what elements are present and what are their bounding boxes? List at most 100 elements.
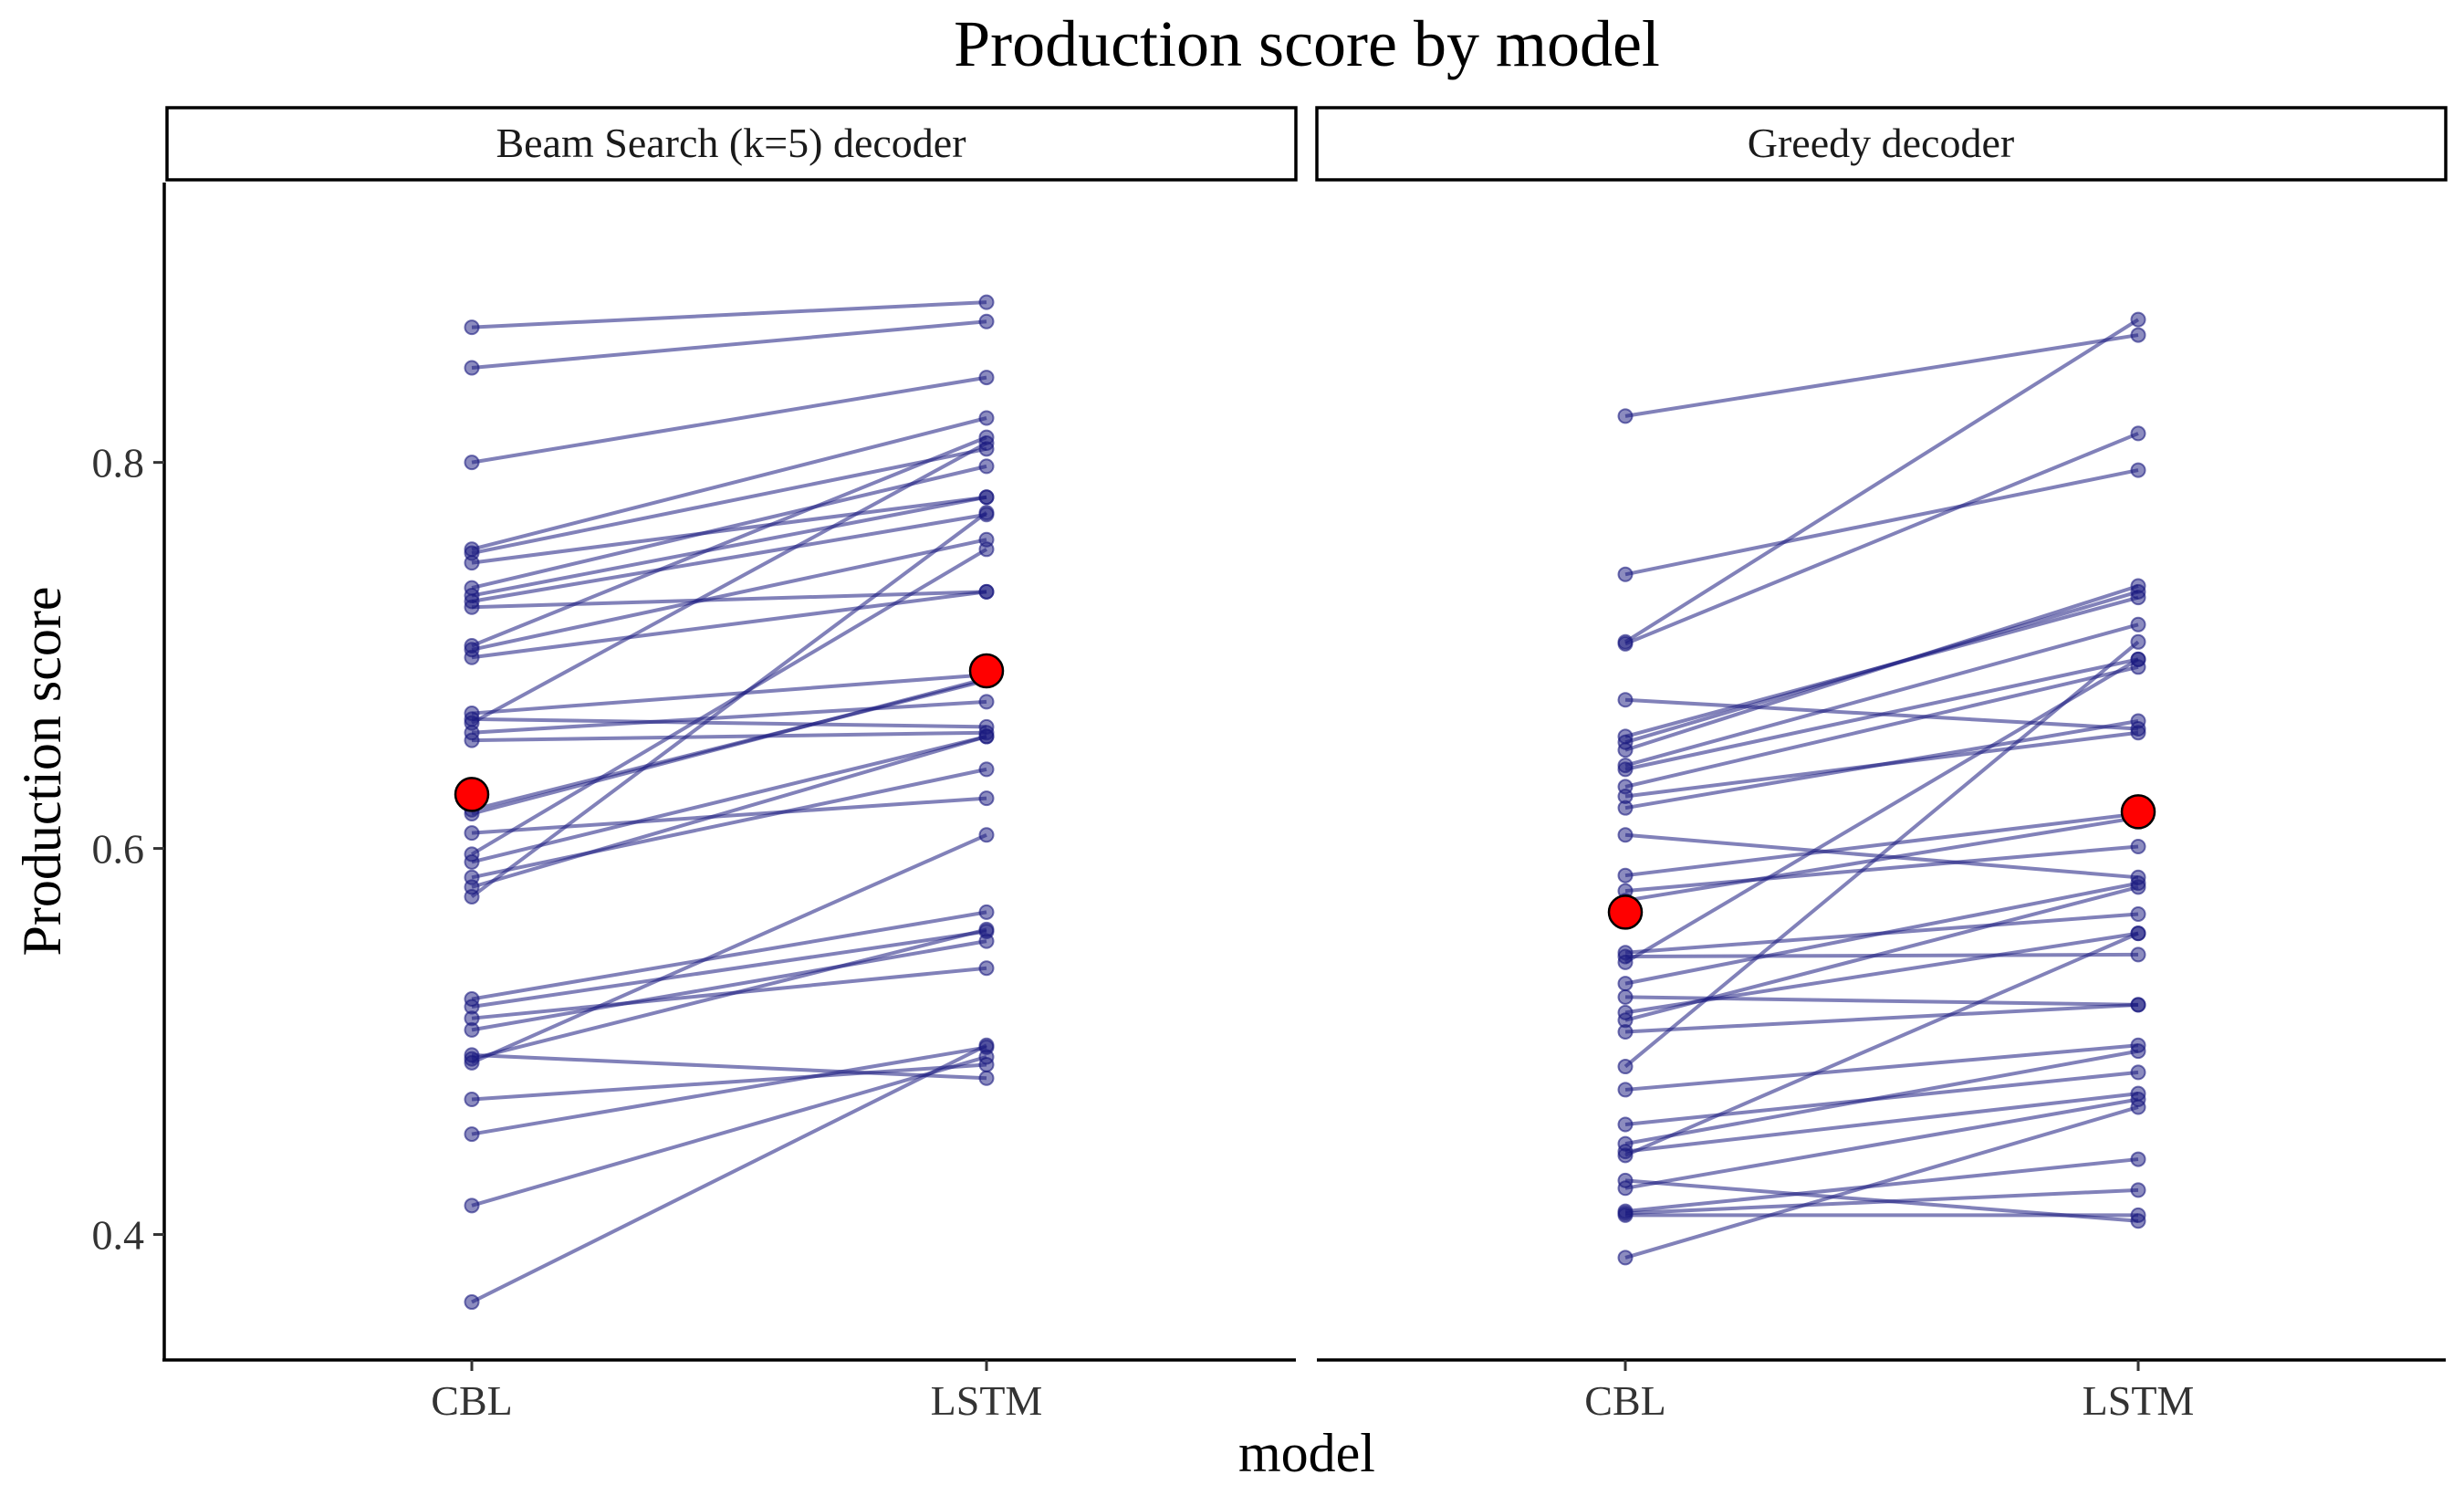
data-point xyxy=(2130,616,2146,633)
data-point xyxy=(1617,976,1634,992)
data-point xyxy=(2130,1207,2146,1223)
data-point xyxy=(1617,988,1634,1005)
series-line xyxy=(471,910,987,1001)
data-point xyxy=(978,489,995,506)
series-line xyxy=(471,734,987,864)
data-point xyxy=(2130,713,2146,729)
data-point xyxy=(2130,946,2146,963)
series-line xyxy=(471,538,987,652)
data-point xyxy=(1617,1180,1634,1197)
series-line xyxy=(471,590,987,660)
series-line xyxy=(1624,1105,2139,1260)
data-point xyxy=(978,790,995,807)
data-point xyxy=(978,694,995,710)
data-point xyxy=(978,434,995,451)
facet-strip-right xyxy=(1315,106,2448,182)
data-point xyxy=(1617,408,1634,424)
series-line xyxy=(471,512,987,603)
data-point xyxy=(978,728,995,745)
data-point xyxy=(464,888,480,905)
data-point xyxy=(464,825,480,842)
facet-left: Beam Search (k=5) decoder CBL LSTM xyxy=(162,106,1298,1424)
series-line xyxy=(470,548,988,856)
data-point xyxy=(978,313,995,329)
data-point xyxy=(1617,1082,1634,1098)
panel-left-data xyxy=(454,294,1005,1311)
facet-strip-label-left: Beam Search (k=5) decoder xyxy=(496,120,966,166)
data-point xyxy=(1617,827,1634,843)
series-line xyxy=(471,1045,987,1136)
data-point xyxy=(1617,566,1634,582)
series-line xyxy=(471,1062,987,1102)
series-line xyxy=(1624,318,2140,644)
x-tick-label: LSTM xyxy=(2083,1377,2195,1424)
data-point xyxy=(2130,462,2146,478)
data-point xyxy=(1617,692,1634,708)
data-point xyxy=(1617,761,1634,778)
data-point xyxy=(464,1054,480,1071)
panel-right-data xyxy=(1607,311,2156,1266)
data-point xyxy=(2130,1043,2146,1060)
data-point xyxy=(464,455,480,471)
x-ticks-right: CBL LSTM xyxy=(1584,1360,2194,1424)
series-line xyxy=(471,300,987,329)
series-line xyxy=(471,319,987,371)
y-tick-label: 0.4 xyxy=(92,1212,145,1259)
series-line xyxy=(471,441,987,725)
data-point xyxy=(2130,879,2146,895)
series-line xyxy=(1624,664,2139,789)
series-line xyxy=(1624,468,2139,577)
series-line xyxy=(1624,844,2139,894)
data-point xyxy=(1617,1059,1634,1075)
series-line xyxy=(471,676,987,816)
data-point xyxy=(2130,926,2146,942)
y-axis-title: Production score xyxy=(12,587,72,957)
data-point xyxy=(2130,327,2146,343)
series-line xyxy=(471,495,987,598)
x-tick-label: CBL xyxy=(1584,1377,1665,1424)
series-line xyxy=(471,435,987,648)
data-point xyxy=(978,505,995,521)
series-line xyxy=(471,730,987,743)
series-line xyxy=(471,796,987,835)
data-point xyxy=(464,360,480,376)
y-ticks: 0.4 0.6 0.8 xyxy=(92,440,164,1259)
series-line xyxy=(1624,657,2139,771)
data-point xyxy=(978,921,995,937)
y-tick-label: 0.8 xyxy=(92,440,145,486)
data-point xyxy=(978,583,995,600)
series-line xyxy=(1624,811,2139,878)
data-point xyxy=(1617,742,1634,758)
data-point xyxy=(464,1021,480,1038)
series-line xyxy=(1624,432,2139,646)
x-axis-title: model xyxy=(1238,1423,1375,1483)
data-point xyxy=(464,555,480,571)
data-point xyxy=(978,904,995,920)
data-point xyxy=(1617,1023,1634,1040)
x-tick-label: CBL xyxy=(431,1377,512,1424)
data-point xyxy=(2130,905,2146,922)
data-point xyxy=(1617,635,1634,652)
series-line xyxy=(471,735,987,889)
data-point xyxy=(464,1294,480,1311)
data-point xyxy=(2130,1099,2146,1115)
mean-point xyxy=(454,777,490,812)
series-line xyxy=(1624,584,2139,752)
data-point xyxy=(1617,1147,1634,1164)
data-point xyxy=(464,599,480,615)
series-line xyxy=(471,1043,987,1304)
data-point xyxy=(2130,578,2146,594)
series-line xyxy=(1624,1097,2139,1190)
data-point xyxy=(2130,1182,2146,1198)
series-line xyxy=(1624,1187,2139,1216)
data-point xyxy=(978,294,995,310)
facet-right: Greedy decoder CBL LSTM xyxy=(1315,106,2448,1424)
series-line xyxy=(1624,952,2139,959)
data-point xyxy=(464,649,480,665)
mean-point xyxy=(1607,894,1644,930)
data-point xyxy=(2130,633,2146,650)
data-point xyxy=(1617,867,1634,884)
series-line xyxy=(1624,1043,2139,1092)
series-line xyxy=(1624,881,2139,986)
